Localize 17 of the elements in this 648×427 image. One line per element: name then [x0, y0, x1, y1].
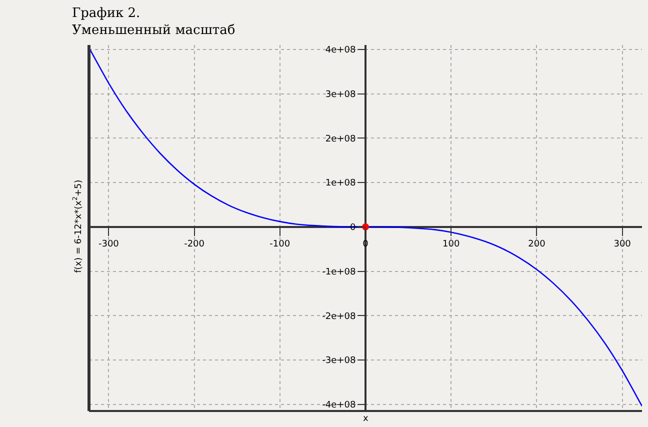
line-series [89, 47, 642, 407]
y-tick-label: 1e+08 [325, 178, 356, 189]
y-tick-label: -4e+08 [322, 400, 356, 410]
y-tick-label: -3e+08 [322, 356, 356, 366]
x-tick-label: 300 [614, 240, 632, 250]
x-tick-label: 200 [528, 240, 546, 250]
x-axis-title: x [363, 414, 369, 424]
y-tick-label: -2e+08 [322, 312, 356, 322]
x-tick-label: -100 [270, 240, 290, 250]
chart-title: График 2. Уменьшенный масштаб [72, 6, 236, 38]
x-tick-label: -300 [98, 240, 120, 250]
x-tick-label: 100 [442, 240, 460, 250]
x-tick-label: -200 [184, 240, 205, 250]
y-tick-label: -1e+08 [322, 267, 356, 278]
y-tick-label: 2e+08 [325, 134, 356, 144]
y-tick-label: 4e+08 [325, 46, 356, 56]
y-tick-label: 3e+08 [325, 90, 356, 100]
